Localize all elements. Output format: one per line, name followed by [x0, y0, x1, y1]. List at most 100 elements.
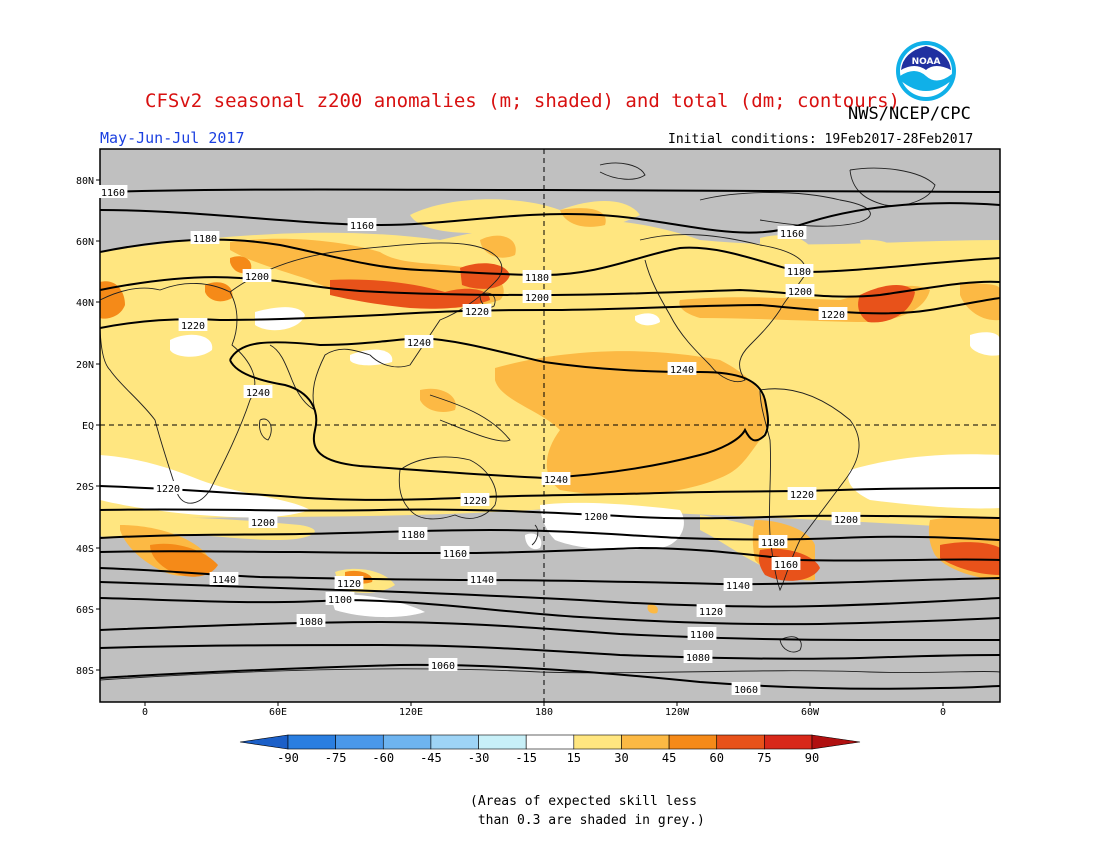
contour-label-bg [467, 572, 497, 585]
contour-label: 1180 [401, 530, 425, 541]
colorbar-swatch [573, 734, 622, 750]
contour-label: 1180 [193, 234, 217, 245]
contour-label-bg [522, 290, 552, 303]
lon-label: 0 [142, 707, 148, 718]
reference-lines [100, 149, 1000, 702]
contour-label: 1160 [780, 229, 804, 240]
contour-label-bg [347, 218, 377, 231]
contour-label: 1220 [790, 490, 814, 501]
contour-label: 1200 [245, 272, 269, 283]
contour-label-bg [248, 515, 278, 528]
contour-label-bg [296, 614, 326, 627]
colorbar-swatch [525, 734, 575, 750]
contour-label-bg [243, 385, 273, 398]
contour-label: 1140 [212, 575, 236, 586]
lon-label: 60E [269, 707, 287, 718]
lon-label: 120E [399, 707, 423, 718]
contour-label: 1240 [407, 338, 431, 349]
contour-label-bg [723, 578, 753, 591]
contour-label-bg [209, 572, 239, 585]
axis-ticks [96, 179, 944, 706]
contour-label: 1100 [690, 630, 714, 641]
logo-text: NOAA [912, 57, 941, 67]
contour-label-bg [784, 264, 814, 277]
contour-label-bg [178, 318, 208, 331]
skill-footnote: (Areas of expected skill less than 0.3 a… [470, 794, 705, 828]
lat-label: 20N [76, 360, 94, 371]
longitude-labels: 0 60E 120E 180 120W 60W 0 [142, 707, 946, 718]
contour-label-bg [581, 509, 611, 522]
colorbar-tick-label: -45 [420, 751, 442, 765]
colorbar-tick-label: 45 [662, 751, 676, 765]
contour-label: 1200 [834, 515, 858, 526]
contour-label-bg [404, 335, 434, 348]
initial-conditions: Initial conditions: 19Feb2017-28Feb2017 [668, 132, 974, 147]
contour-label-bg [541, 472, 571, 485]
contour-label: 1240 [670, 365, 694, 376]
contour-label: 1240 [246, 388, 270, 399]
contour-label-bg [731, 682, 761, 695]
contour-label: 1220 [181, 321, 205, 332]
colorbar-swatch [621, 734, 670, 750]
colorbar-swatch [716, 734, 765, 750]
contour-label: 1140 [726, 581, 750, 592]
contour-label-bg [440, 546, 470, 559]
contour-label: 1220 [156, 484, 180, 495]
contour-label-bg [190, 231, 220, 244]
colorbar-swatch [430, 734, 479, 750]
lat-label: 40S [76, 544, 94, 555]
colorbar-tick-label: 75 [757, 751, 771, 765]
lat-label: 80S [76, 666, 94, 677]
colorbar-swatch [287, 734, 336, 750]
contour-label: 1120 [699, 607, 723, 618]
contour-label: 1180 [787, 267, 811, 278]
contour-label: 1160 [350, 221, 374, 232]
lon-label: 0 [940, 707, 946, 718]
lat-label: 40N [76, 298, 94, 309]
colorbar: -90 -75 -60 -45 -30 -15 15 30 45 60 75 90 [239, 734, 861, 765]
contour-label: 1160 [774, 560, 798, 571]
contour-labels: 1160 1160 1160 1180 1180 1180 1200 1200 1200 1220… [98, 185, 861, 696]
contour-label-bg [696, 604, 726, 617]
colorbar-tick-label: 15 [567, 751, 581, 765]
colorbar-swatch [382, 734, 432, 750]
contour-label-bg [98, 185, 128, 198]
contour-label: 1140 [470, 575, 494, 586]
contour-label-bg [758, 535, 788, 548]
contour-label-bg [683, 650, 713, 663]
contour-label-bg [325, 592, 355, 605]
lon-label: 60W [801, 707, 820, 718]
colorbar-tick-label: 30 [614, 751, 628, 765]
contour-label: 1080 [686, 653, 710, 664]
contour-label-bg [831, 512, 861, 525]
contour-label-bg [428, 658, 458, 671]
colorbar-tick-label: 90 [805, 751, 819, 765]
contour-label-bg [777, 226, 807, 239]
contour-label: 1180 [525, 273, 549, 284]
colorbar-tick-label: -15 [515, 751, 537, 765]
contour-label-bg [460, 493, 490, 506]
lat-label: 60S [76, 605, 94, 616]
height-contours [100, 188, 1000, 690]
latitude-labels: 80N 60N 40N 20N EQ 20S 40S 60S 80S [76, 176, 94, 677]
lat-label: EQ [82, 421, 94, 432]
contour-label-bg [687, 627, 717, 640]
contour-label-bg [787, 487, 817, 500]
colorbar-swatch [668, 734, 718, 750]
org-label: NWS/NCEP/CPC [848, 104, 971, 124]
contour-label: 1200 [788, 287, 812, 298]
contour-label-bg [153, 481, 183, 494]
map-title: CFSv2 seasonal z200 anomalies (m; shaded… [145, 90, 900, 112]
noaa-logo-icon: NOAA [896, 41, 956, 101]
contour-label: 1200 [525, 293, 549, 304]
contour-label-bg [398, 527, 428, 540]
colorbar-tick-label: -75 [325, 751, 347, 765]
contour-label-bg [522, 270, 552, 283]
contour-label-bg [334, 576, 364, 589]
contour-label-bg [818, 307, 848, 320]
contour-label: 1200 [584, 512, 608, 523]
contour-label: 1200 [251, 518, 275, 529]
colorbar-arrow-right [811, 734, 861, 750]
contour-label-bg [771, 557, 801, 570]
